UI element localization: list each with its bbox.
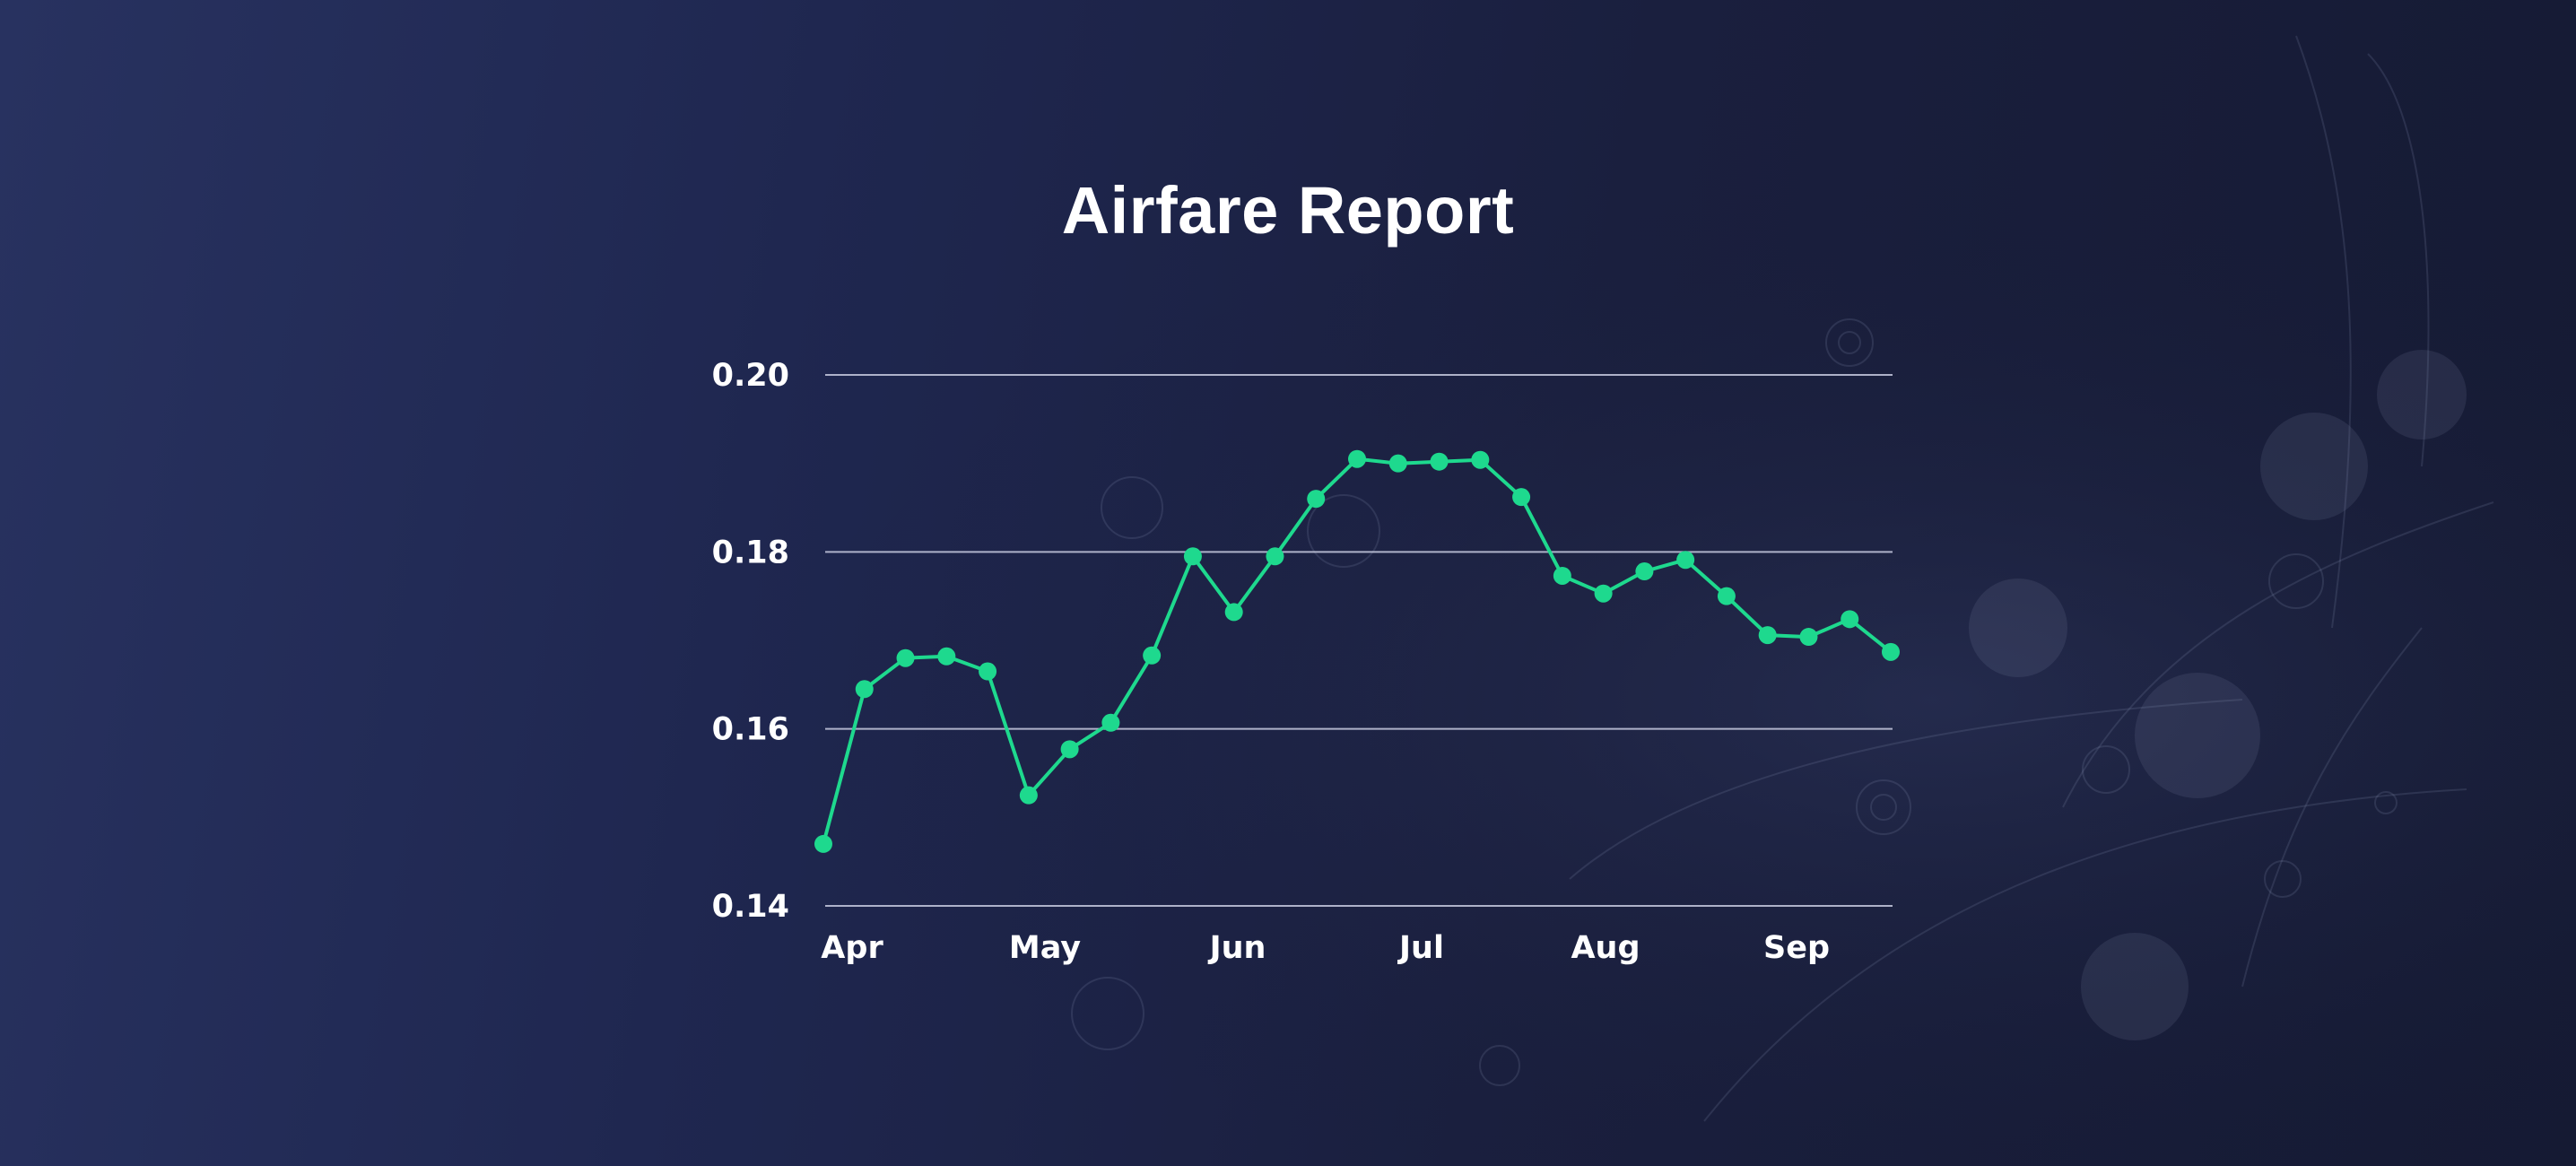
data-point xyxy=(1512,488,1531,507)
series-line xyxy=(822,457,1893,845)
x-tick-label: Sep xyxy=(1763,930,1830,966)
data-point xyxy=(1183,547,1202,566)
data-point xyxy=(896,648,915,667)
series-line-layer xyxy=(822,457,1893,845)
x-axis-labels: Apr May Jun Jul Aug Sep xyxy=(821,930,1830,966)
data-point xyxy=(1143,646,1162,665)
data-point xyxy=(1799,628,1818,647)
x-tick-label: Jul xyxy=(1397,930,1444,966)
data-point xyxy=(1717,587,1736,605)
data-point xyxy=(1060,740,1079,759)
series-points xyxy=(814,449,1900,853)
x-tick-label: Jun xyxy=(1208,930,1266,966)
x-tick-label: Aug xyxy=(1571,930,1640,966)
data-point xyxy=(1676,551,1695,570)
data-point xyxy=(1266,547,1284,566)
y-tick-label: 0.18 xyxy=(712,535,789,570)
grid-lines xyxy=(825,374,1893,907)
data-point xyxy=(1553,566,1571,585)
data-point xyxy=(1019,786,1038,805)
data-point xyxy=(1224,603,1243,622)
data-point xyxy=(1101,713,1120,732)
data-point xyxy=(1841,610,1859,629)
data-point xyxy=(855,680,874,699)
data-point xyxy=(1758,626,1777,645)
data-point xyxy=(979,662,997,681)
data-point xyxy=(1388,454,1407,473)
y-tick-label: 0.20 xyxy=(712,358,789,394)
data-point xyxy=(1594,584,1613,603)
data-point xyxy=(1635,562,1654,581)
x-tick-label: May xyxy=(1009,930,1081,966)
data-point xyxy=(1430,452,1449,471)
x-tick-label: Apr xyxy=(821,930,883,966)
y-tick-label: 0.16 xyxy=(712,712,789,748)
chart-title: Airfare Report xyxy=(1061,173,1515,248)
data-point xyxy=(937,647,956,666)
data-point xyxy=(1882,642,1900,661)
data-point xyxy=(814,834,832,853)
data-point xyxy=(1348,449,1366,468)
data-point xyxy=(1471,450,1490,469)
data-point xyxy=(1307,490,1326,509)
y-axis-labels: 0.14 0.16 0.18 0.20 xyxy=(712,358,789,925)
y-tick-label: 0.14 xyxy=(712,889,789,925)
